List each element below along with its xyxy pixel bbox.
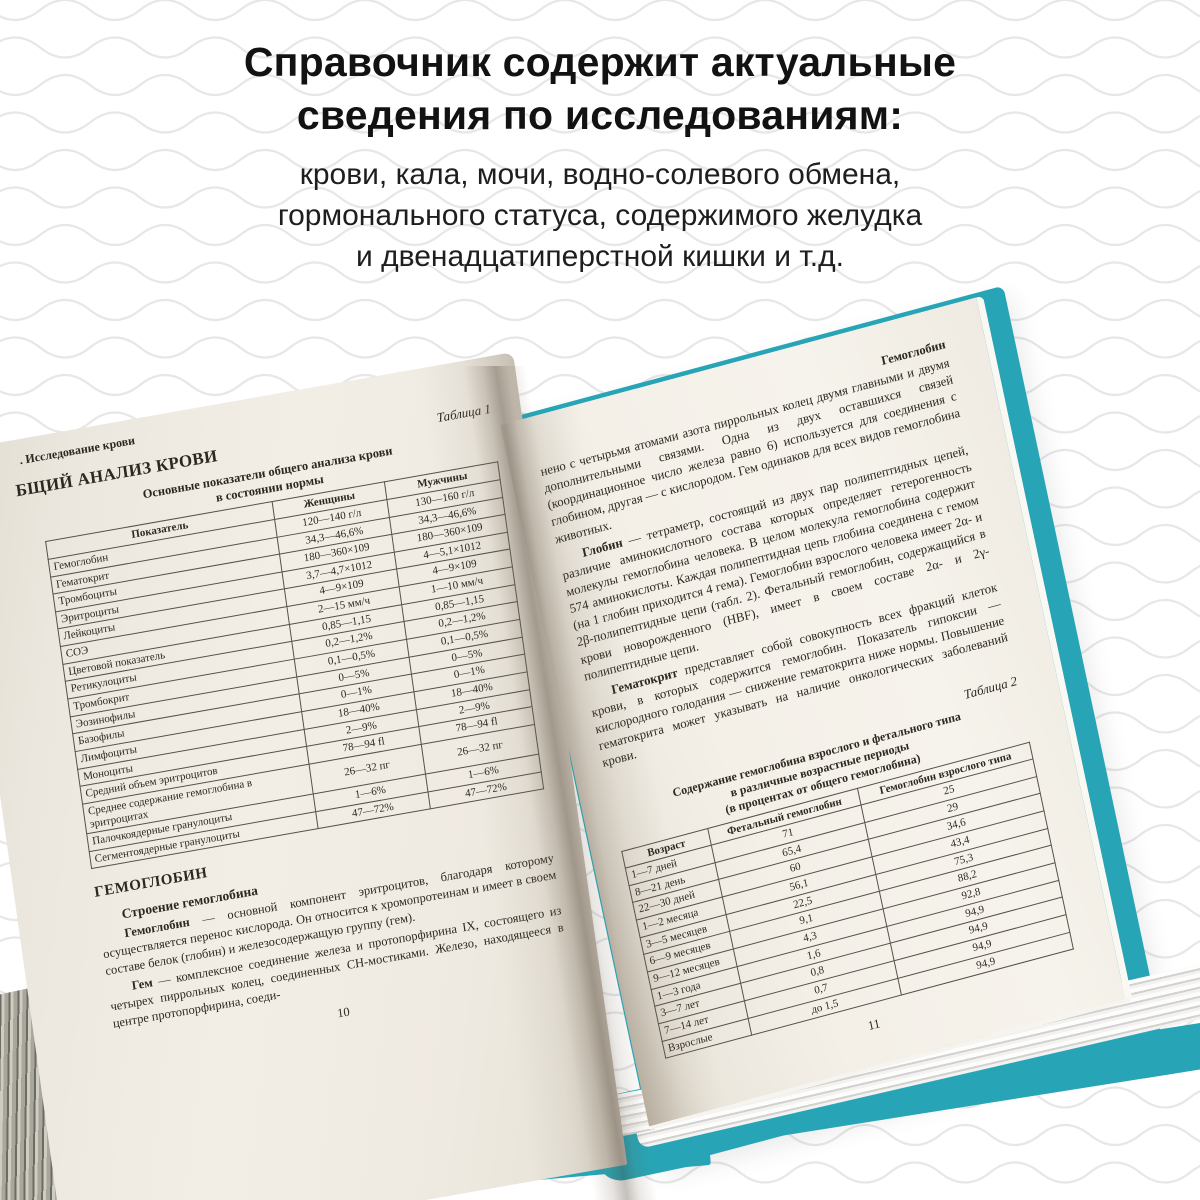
hero-text-block: Справочник содержит актуальные сведения …	[0, 36, 1200, 277]
hero-subtitle-line1: крови, кала, мочи, водно-солевого обмена…	[299, 158, 901, 191]
hero-subtitle-line2: гормонального статуса, содержимого желуд…	[277, 199, 923, 232]
hero-title-line1: Справочник содержит актуальные	[243, 39, 957, 85]
hero-subtitle: крови, кала, мочи, водно-солевого обмена…	[0, 154, 1200, 277]
hero-subtitle-line3: и двенадцатиперстной кишки и т.д.	[356, 240, 844, 273]
right-paragraphs: нено с четырьмя атомами азота пиррольных…	[539, 355, 1013, 773]
hero-title: Справочник содержит актуальные сведения …	[0, 36, 1200, 142]
table1-caption-label: Таблица 1	[435, 400, 492, 426]
hero-title-line2: сведения по исследованиям:	[296, 92, 904, 138]
